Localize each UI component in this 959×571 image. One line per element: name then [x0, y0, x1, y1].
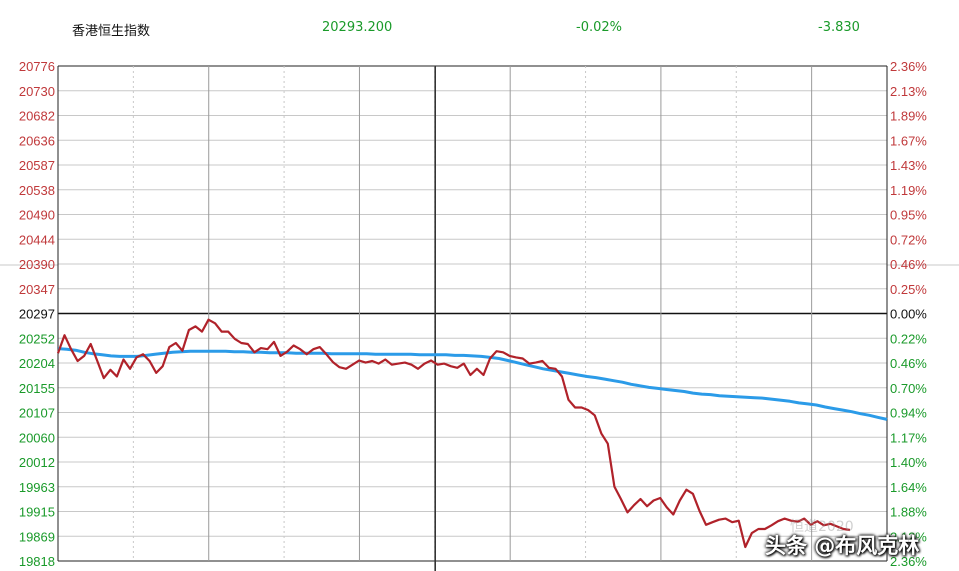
y-tick-label-right: 1.67%: [890, 133, 927, 148]
y-tick-label-left: 20297: [19, 307, 55, 322]
y-tick-label-right: 2.12%: [890, 529, 927, 544]
y-tick-label-left: 20252: [19, 331, 55, 346]
y-tick-label-left: 20012: [19, 455, 55, 470]
change-value: -3.830: [818, 20, 860, 35]
y-tick-label-left: 20444: [19, 232, 55, 247]
y-tick-label-left: 20390: [19, 257, 55, 272]
y-tick-label-right: 0.00%: [890, 307, 927, 322]
index-price-line: [56, 318, 851, 549]
y-tick-label-right: 0.46%: [890, 257, 927, 272]
watermark-main: 头条 @布风克林: [765, 534, 920, 558]
y-tick-label-right: 2.13%: [890, 84, 927, 99]
y-tick-label-left: 20682: [19, 109, 55, 124]
y-tick-label-left: 20060: [19, 430, 55, 445]
average-price-line: [57, 347, 888, 421]
y-tick-label-left: 20204: [19, 356, 55, 371]
y-tick-label-right: 0.22%: [890, 331, 927, 346]
change-percent: -0.02%: [576, 20, 622, 35]
y-tick-label-right: 0.95%: [890, 208, 927, 223]
y-tick-label-left: 20636: [19, 133, 55, 148]
y-tick-label-right: 1.40%: [890, 455, 927, 470]
y-tick-label-left: 20347: [19, 282, 55, 297]
y-tick-label-right: 0.25%: [890, 282, 927, 297]
y-tick-label-right: 0.46%: [890, 356, 927, 371]
y-tick-label-right: 1.88%: [890, 505, 927, 520]
y-tick-label-left: 19818: [19, 554, 55, 569]
index-name: 香港恒生指数: [72, 24, 151, 39]
y-tick-label-right: 1.19%: [890, 183, 927, 198]
y-tick-label-left: 20107: [19, 406, 55, 421]
y-tick-label-right: 0.70%: [890, 381, 927, 396]
y-tick-label-right: 2.36%: [890, 554, 927, 569]
y-tick-label-right: 1.17%: [890, 430, 927, 445]
y-tick-label-left: 19869: [19, 529, 55, 544]
y-tick-label-right: 1.89%: [890, 109, 927, 124]
y-tick-label-right: 1.64%: [890, 480, 927, 495]
y-tick-label-left: 20587: [19, 158, 55, 173]
y-tick-label-left: 19963: [19, 480, 55, 495]
y-tick-label-right: 1.43%: [890, 158, 927, 173]
left-axis-labels: 20776 20730 20682 20636 20587 20538 20490 20444…: [19, 59, 55, 569]
y-tick-label-left: 19915: [19, 505, 55, 520]
y-tick-label-left: 20538: [19, 183, 55, 198]
chart-grid: [0, 65, 959, 571]
y-tick-label-right: 0.72%: [890, 232, 927, 247]
last-price: 20293.200: [322, 20, 393, 35]
y-tick-label-right: 2.36%: [890, 59, 927, 74]
right-axis-labels: 2.36% 2.13% 1.89% 1.67% 1.43% 1.19% 0.95% 0.72%…: [890, 59, 927, 569]
y-tick-label-right: 0.94%: [890, 406, 927, 421]
y-tick-label-left: 20730: [19, 84, 55, 99]
chart-lines: [56, 318, 888, 549]
y-tick-label-left: 20155: [19, 381, 55, 396]
watermark-faint: 恒道2020: [790, 519, 854, 535]
y-tick-label-left: 20490: [19, 208, 55, 223]
y-tick-label-left: 20776: [19, 59, 55, 74]
